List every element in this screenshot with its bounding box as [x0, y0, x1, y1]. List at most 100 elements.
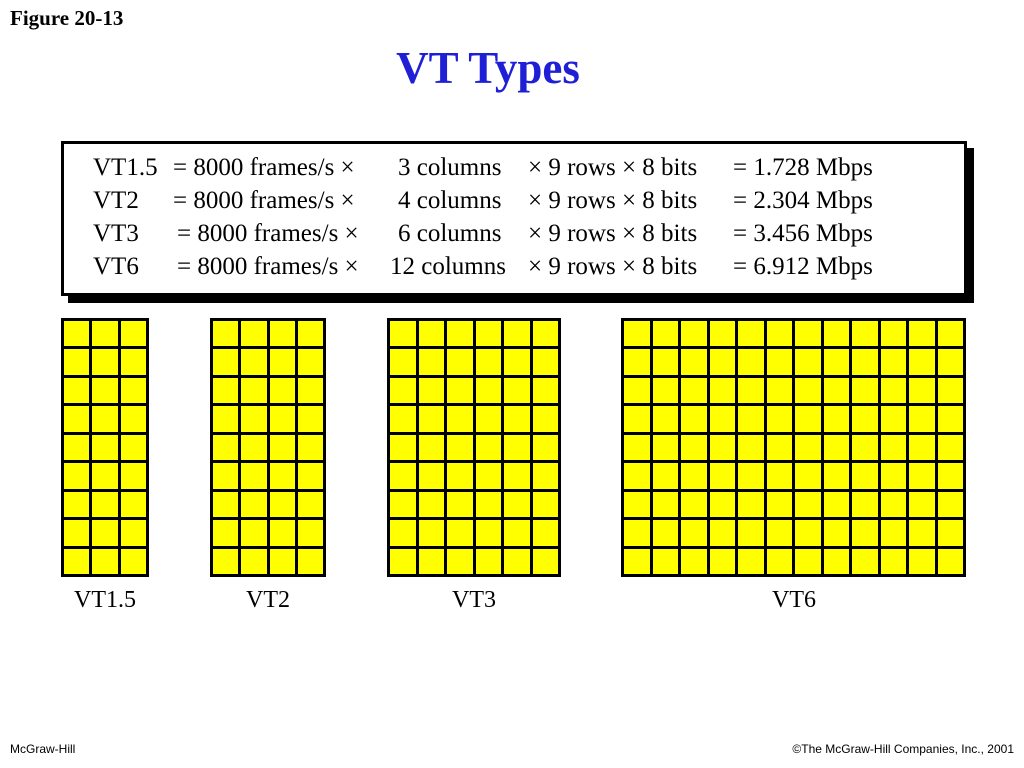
grid-cell: [269, 321, 295, 347]
grid-cell: [532, 349, 558, 375]
grid-cell: [766, 321, 792, 347]
grid-cell: [213, 491, 239, 518]
grid-cell: [120, 377, 146, 404]
grid-cell: [738, 349, 764, 375]
grid-cell: [823, 548, 849, 574]
grid-cell: [852, 548, 878, 574]
grid-cell: [241, 491, 267, 518]
grid-cell: [681, 406, 707, 432]
grid-cell: [64, 520, 90, 546]
footer-publisher: McGraw-Hill: [10, 742, 76, 756]
grid-cell: [241, 321, 267, 347]
grid-cell: [937, 321, 963, 347]
grid-cell: [504, 548, 530, 574]
grid-cell: [504, 463, 530, 489]
grid-cell: [852, 491, 878, 518]
grid-cell: [269, 349, 295, 375]
grid-cell: [681, 520, 707, 546]
grid-cell: [241, 520, 267, 546]
formula-rate: = 8000 frames/s ×: [173, 154, 355, 181]
grid-cell: [937, 349, 963, 375]
formula-rows: × 9 rows × 8 bits: [528, 154, 698, 181]
grid-cell: [709, 349, 735, 375]
formula-name: VT2: [93, 187, 139, 214]
grid-cell: [64, 548, 90, 574]
grid-cell: [92, 548, 118, 574]
grid-cell: [447, 463, 473, 489]
grid-cell: [652, 349, 678, 375]
grid-cell: [92, 434, 118, 461]
grid-cell: [738, 520, 764, 546]
grid-cell: [120, 321, 146, 347]
grid-cell: [418, 463, 444, 489]
grid-cell: [213, 434, 239, 461]
grid-cell: [92, 491, 118, 518]
grid-cell: [447, 349, 473, 375]
grid-cell: [909, 434, 935, 461]
grid-cell: [64, 491, 90, 518]
grid-cell: [475, 434, 501, 461]
grid-cell: [880, 349, 906, 375]
grid-cell: [681, 491, 707, 518]
grid-cell: [120, 434, 146, 461]
grid-cell: [738, 377, 764, 404]
grid-cell: [297, 434, 323, 461]
grid-cell: [504, 406, 530, 432]
grid-cell: [64, 406, 90, 432]
grid-cell: [92, 349, 118, 375]
grid-cell: [297, 321, 323, 347]
vt2-label: VT2: [246, 587, 290, 613]
grid-cell: [241, 349, 267, 375]
grid-cell: [880, 377, 906, 404]
grid-cell: [624, 406, 650, 432]
grid-cell: [937, 520, 963, 546]
grid-cell: [297, 463, 323, 489]
grid-cell: [213, 463, 239, 489]
grid-cell: [390, 491, 416, 518]
grid-cell: [447, 520, 473, 546]
formula-result: = 3.456 Mbps: [733, 220, 873, 247]
grid-cell: [418, 377, 444, 404]
formula-name: VT1.5: [93, 154, 158, 181]
formula-rate: = 8000 frames/s ×: [177, 253, 359, 280]
grid-cell: [709, 377, 735, 404]
footer-copyright: ©The McGraw-Hill Companies, Inc., 2001: [792, 742, 1014, 756]
grid-cell: [447, 377, 473, 404]
grid-cell: [418, 321, 444, 347]
grid-cell: [92, 377, 118, 404]
grid-cell: [64, 434, 90, 461]
grid-cell: [909, 321, 935, 347]
grid-cell: [880, 406, 906, 432]
grid-cell: [297, 548, 323, 574]
grid-cell: [795, 377, 821, 404]
vt6-label: VT6: [772, 587, 816, 613]
grid-cell: [624, 491, 650, 518]
grid-cell: [447, 434, 473, 461]
grid-cell: [738, 406, 764, 432]
grid-cell: [120, 406, 146, 432]
grid-cell: [738, 434, 764, 461]
grid-cell: [64, 321, 90, 347]
grid-cell: [504, 520, 530, 546]
grid-cell: [652, 321, 678, 347]
grid-cell: [795, 548, 821, 574]
grid-cell: [269, 406, 295, 432]
formula-columns: 12 columns: [390, 253, 506, 280]
grid-cell: [297, 520, 323, 546]
grid-cell: [909, 548, 935, 574]
grid-cell: [681, 377, 707, 404]
grid-cell: [241, 377, 267, 404]
grid-cell: [823, 520, 849, 546]
grid-cell: [92, 406, 118, 432]
formula-rows: × 9 rows × 8 bits: [528, 187, 698, 214]
formula-result: = 2.304 Mbps: [733, 187, 873, 214]
grid-cell: [880, 321, 906, 347]
vt6-grid: [621, 318, 966, 577]
grid-cell: [880, 548, 906, 574]
grid-cell: [390, 406, 416, 432]
grid-cell: [709, 463, 735, 489]
grid-cell: [120, 491, 146, 518]
grid-cell: [652, 377, 678, 404]
grid-cell: [92, 321, 118, 347]
grid-cell: [418, 434, 444, 461]
